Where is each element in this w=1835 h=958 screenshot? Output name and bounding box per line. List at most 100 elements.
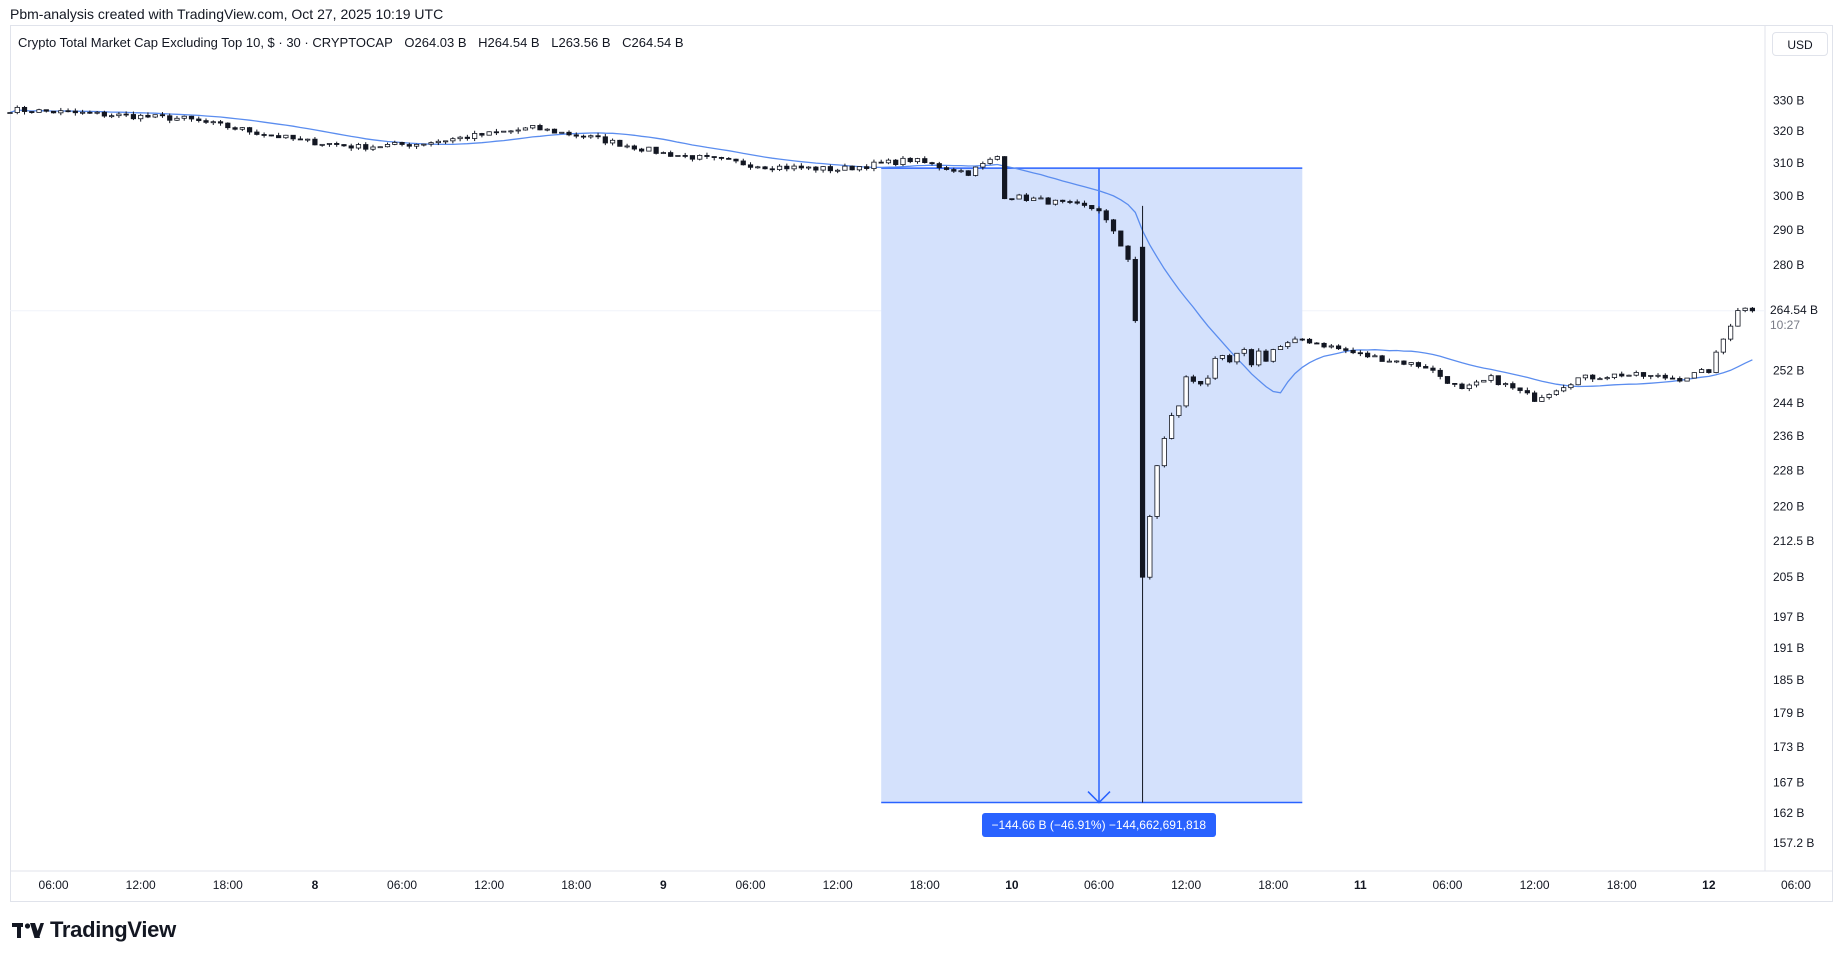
candle — [660, 151, 667, 155]
candle-body-down — [595, 135, 601, 138]
candle — [639, 147, 645, 153]
candle — [72, 108, 78, 116]
candle — [798, 163, 804, 171]
chart-credit: Pbm-analysis created with TradingView.co… — [10, 6, 444, 22]
candle — [1277, 345, 1284, 350]
candle-body-up — [530, 125, 536, 129]
candle-body-down — [762, 166, 768, 170]
time-tick-label: 8 — [312, 878, 319, 892]
candle-body-down — [1365, 352, 1371, 358]
price-tick-label: 173 B — [1773, 740, 1804, 754]
candle-body-up — [319, 143, 325, 146]
time-tick-label: 9 — [660, 878, 667, 892]
candle — [972, 166, 979, 177]
candle — [668, 150, 674, 157]
time-tick-label: 06:00 — [1084, 878, 1114, 892]
candle — [566, 130, 572, 137]
candle — [188, 115, 195, 122]
candle — [515, 127, 521, 134]
candle-body-down — [798, 165, 804, 169]
candle — [1720, 338, 1726, 355]
candle-body-up — [1742, 307, 1748, 311]
symbol-title[interactable]: Crypto Total Market Cap Excluding Top 10… — [18, 35, 393, 50]
candle-body-down — [747, 164, 754, 168]
measure-arrow-head — [1087, 791, 1111, 804]
candle-body-up — [421, 143, 427, 146]
candle — [1169, 412, 1175, 440]
candle-body-up — [392, 142, 398, 145]
candle — [1241, 347, 1247, 357]
candle — [1553, 389, 1559, 396]
candle-body-down — [1706, 369, 1712, 373]
candle-body-down — [123, 113, 129, 116]
candle — [341, 144, 347, 147]
candle — [769, 166, 775, 173]
candle — [203, 118, 209, 124]
candle — [1662, 373, 1668, 381]
candle-body-down — [711, 156, 717, 158]
candle — [1052, 199, 1059, 206]
candle — [740, 158, 746, 166]
candle-body-down — [225, 122, 231, 129]
candle-body-up — [856, 166, 863, 171]
candle-body-down — [145, 114, 151, 118]
candle-body-down — [639, 148, 645, 152]
candle-body-up — [442, 140, 449, 143]
candle-body-down — [631, 145, 637, 150]
candle-body-down — [130, 114, 137, 120]
time-tick-label: 06:00 — [1781, 878, 1811, 892]
price-axis: 330 B 320 B 310 B 300 B 290 B 280 B 252 B 244 B… — [1773, 93, 1814, 850]
candle — [595, 132, 601, 140]
candle — [1081, 200, 1088, 208]
candle-body-down — [1495, 375, 1501, 386]
candle-body-down — [704, 155, 710, 157]
candle — [1495, 375, 1501, 386]
price-tick-label: 280 B — [1773, 258, 1804, 272]
candle — [835, 168, 841, 174]
candle-body-down — [1132, 259, 1138, 322]
candle-body-up — [1205, 377, 1211, 385]
candle-body-up — [987, 158, 993, 164]
time-tick-label: 12:00 — [1520, 878, 1550, 892]
candle — [159, 112, 166, 118]
candle — [1212, 356, 1218, 380]
candle — [573, 132, 579, 139]
candle — [718, 156, 725, 161]
candle — [268, 134, 274, 137]
candle-body-up — [435, 140, 441, 144]
candle — [334, 141, 340, 147]
candle-body-down — [689, 155, 696, 160]
candle-body-up — [305, 138, 311, 141]
candle-body-down — [1118, 230, 1124, 247]
candle — [1067, 199, 1073, 205]
candle-body-down — [943, 167, 950, 170]
candle — [87, 110, 93, 114]
candle — [965, 170, 971, 177]
candle — [174, 115, 180, 121]
candle-body-up — [820, 166, 826, 171]
brand[interactable]: TradingView — [12, 917, 176, 943]
candle — [1655, 373, 1661, 379]
candle-body-down — [159, 114, 166, 117]
candle — [559, 131, 565, 134]
candle-body-up — [1575, 377, 1581, 386]
candle — [254, 129, 260, 136]
time-tick-label: 18:00 — [1607, 878, 1637, 892]
currency-selector[interactable]: USD — [1772, 32, 1828, 56]
candle — [697, 154, 703, 161]
candle — [355, 142, 362, 150]
candle — [551, 128, 558, 134]
candle — [1176, 405, 1182, 418]
candle — [1299, 338, 1305, 342]
candle — [1611, 373, 1618, 380]
candle-body-down — [493, 131, 500, 134]
candle — [109, 113, 115, 119]
candle-body-down — [653, 146, 659, 154]
candle — [1691, 372, 1697, 379]
candle — [1089, 205, 1095, 211]
candle-body-up — [958, 170, 964, 173]
candle-body-down — [1002, 156, 1008, 200]
candle — [776, 164, 783, 172]
candle-body-down — [769, 168, 775, 171]
